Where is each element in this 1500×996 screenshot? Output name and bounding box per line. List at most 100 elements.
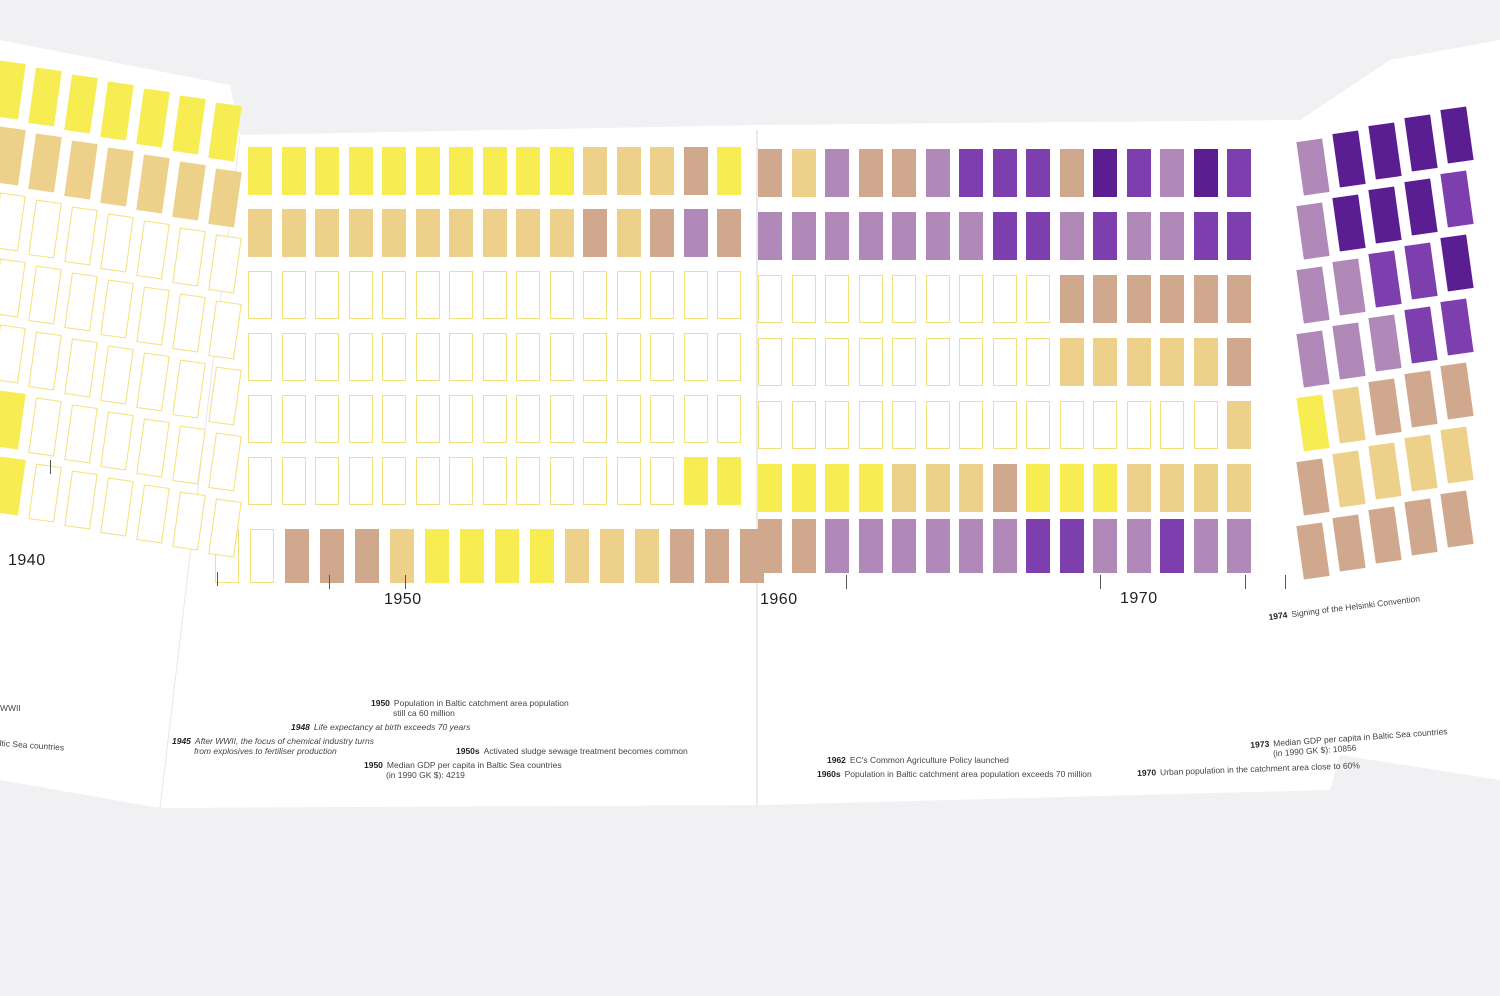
grid-cell-right-r5-c0: [758, 464, 782, 512]
event-1960s-population: 1960s Population in Baltic catchment area…: [817, 769, 1092, 779]
grid-cell-right-r0-c5: [925, 149, 950, 197]
grid-cell-middle-r4-c11: [616, 395, 641, 443]
event-1950-gdp: 1950 Median GDP per capita in Baltic Sea …: [364, 760, 562, 780]
grid-cell-middle-r0-c9: [549, 147, 574, 195]
grid-cell-middle-r5-c11: [616, 457, 641, 505]
grid-cell-right-r4-c14: [1227, 401, 1251, 449]
grid-cell-right-r4-c11: [1126, 401, 1151, 449]
grid-cell-middle-r2-c7: [482, 271, 507, 319]
grid-cell-right-r3-c3: [858, 338, 883, 386]
grid-cell-right-r5-c12: [1160, 464, 1184, 512]
grid-cell-right-r1-c2: [825, 212, 849, 260]
grid-cell-right-r2-c1: [791, 275, 816, 323]
grid-cell-right-r5-c5: [925, 464, 950, 512]
grid-cell-right-r4-c8: [1026, 401, 1050, 449]
grid-cell-middle-r6-c9: [530, 529, 554, 583]
grid-cell-middle-r3-c6: [449, 333, 473, 381]
grid-cell-right-r2-c14: [1227, 275, 1251, 323]
grid-cell-middle-r4-c5: [415, 395, 440, 443]
grid-cell-middle-r3-c0: [248, 333, 272, 381]
axis-tick: [1245, 575, 1246, 589]
grid-cell-middle-r0-c13: [683, 147, 708, 195]
grid-cell-right-r6-c3: [858, 519, 883, 573]
grid-cell-middle-r2-c3: [348, 271, 373, 319]
grid-cell-right-r1-c0: [758, 212, 782, 260]
grid-cell-middle-r6-c14: [705, 529, 729, 583]
grid-cell-right-r3-c6: [959, 338, 983, 386]
grid-cell-right-r4-c4: [892, 401, 916, 449]
grid-cell-right-r5-c2: [825, 464, 849, 512]
grid-cell-middle-r6-c13: [670, 529, 694, 583]
axis-tick: [50, 460, 51, 474]
grid-cell-right-r2-c3: [858, 275, 883, 323]
grid-cell-middle-r6-c3: [320, 529, 344, 583]
grid-cell-middle-r4-c10: [583, 395, 607, 443]
grid-cell-right-r1-c1: [791, 212, 816, 260]
grid-cell-middle-r3-c1: [281, 333, 306, 381]
grid-cell-right-r0-c13: [1193, 149, 1218, 197]
grid-cell-right-r3-c13: [1193, 338, 1218, 386]
year-label-1960: 1960: [760, 591, 798, 608]
grid-cell-right-r2-c9: [1059, 275, 1084, 323]
grid-cell-middle-r3-c4: [382, 333, 406, 381]
grid-cell-middle-r6-c11: [600, 529, 624, 583]
axis-tick: [1100, 575, 1101, 589]
grid-cell-middle-r3-c5: [415, 333, 440, 381]
grid-cell-middle-r6-c1: [250, 529, 274, 583]
grid-cell-middle-r2-c4: [382, 271, 406, 319]
grid-cell-right-r1-c4: [892, 212, 916, 260]
grid-cell-middle-r2-c8: [516, 271, 540, 319]
grid-cell-right-r4-c9: [1059, 401, 1084, 449]
grid-cell-middle-r1-c9: [549, 209, 574, 257]
grid-cell-right-r5-c4: [892, 464, 916, 512]
grid-cell-middle-r6-c6: [425, 529, 449, 583]
grid-cell-middle-r5-c10: [583, 457, 607, 505]
axis-tick: [405, 575, 406, 589]
grid-cell-right-r1-c10: [1093, 212, 1117, 260]
grid-cell-middle-r4-c7: [482, 395, 507, 443]
grid-cell-right-r0-c4: [892, 149, 916, 197]
grid-cell-middle-r2-c13: [683, 271, 708, 319]
grid-cell-right-r0-c6: [959, 149, 983, 197]
grid-cell-right-r3-c7: [992, 338, 1017, 386]
grid-cell-right-r6-c8: [1026, 519, 1050, 573]
grid-cell-right-r3-c0: [758, 338, 782, 386]
grid-cell-right-r4-c1: [791, 401, 816, 449]
grid-cell-right-r5-c14: [1227, 464, 1251, 512]
grid-cell-middle-r5-c5: [415, 457, 440, 505]
event-1945-chemical-industry: 1945 After WWII, the focus of chemical in…: [172, 736, 374, 756]
grid-cell-middle-r1-c11: [616, 209, 641, 257]
grid-cell-right-r6-c1: [791, 519, 816, 573]
grid-cell-middle-r1-c7: [482, 209, 507, 257]
event-1962-agriculture-policy: 1962 EC's Common Agriculture Policy launc…: [827, 755, 1009, 765]
grid-cell-right-r1-c5: [925, 212, 950, 260]
grid-cell-middle-r0-c0: [248, 147, 272, 195]
grid-cell-right-r4-c13: [1193, 401, 1218, 449]
grid-cell-middle-r4-c2: [315, 395, 339, 443]
axis-tick: [1285, 575, 1286, 589]
grid-cell-middle-r2-c0: [248, 271, 272, 319]
grid-cell-right-r2-c2: [825, 275, 849, 323]
grid-cell-middle-r0-c14: [717, 147, 741, 195]
grid-cell-right-r6-c12: [1160, 519, 1184, 573]
event-1950-population: 1950 Population in Baltic catchment area …: [371, 698, 569, 718]
grid-cell-right-r0-c3: [858, 149, 883, 197]
grid-cell-right-r2-c4: [892, 275, 916, 323]
grid-cell-right-r2-c8: [1026, 275, 1050, 323]
event-1948-life-expectancy: 1948 Life expectancy at birth exceeds 70 …: [291, 722, 471, 732]
grid-cell-middle-r5-c0: [248, 457, 272, 505]
grid-cell-middle-r5-c6: [449, 457, 473, 505]
grid-cell-middle-r3-c8: [516, 333, 540, 381]
grid-cell-middle-r1-c3: [348, 209, 373, 257]
year-label-1950: 1950: [384, 591, 422, 608]
grid-cell-middle-r5-c9: [549, 457, 574, 505]
grid-cell-right-r5-c6: [959, 464, 983, 512]
grid-cell-right-r6-c9: [1059, 519, 1084, 573]
grid-cell-right-r2-c5: [925, 275, 950, 323]
grid-cell-middle-r0-c3: [348, 147, 373, 195]
event-wwii-fragment: WWII: [0, 703, 21, 713]
grid-cell-middle-r1-c8: [516, 209, 540, 257]
grid-cell-middle-r2-c6: [449, 271, 473, 319]
grid-cell-middle-r4-c8: [516, 395, 540, 443]
